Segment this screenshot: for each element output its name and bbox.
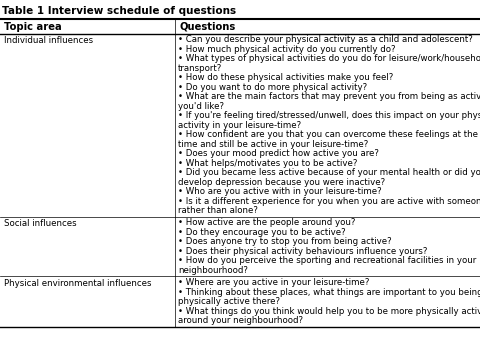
Text: • Is it a different experience for you when you are active with someone: • Is it a different experience for you w…	[178, 197, 480, 206]
Text: • Can you describe your physical activity as a child and adolescent?: • Can you describe your physical activit…	[178, 35, 473, 44]
Text: • Did you became less active because of your mental health or did you: • Did you became less active because of …	[178, 168, 480, 177]
Text: • How confident are you that you can overcome these feelings at the: • How confident are you that you can ove…	[178, 130, 478, 139]
Text: • If you're feeling tired/stressed/unwell, does this impact on your physical: • If you're feeling tired/stressed/unwel…	[178, 111, 480, 120]
Text: • Does their physical activity behaviours influence yours?: • Does their physical activity behaviour…	[178, 247, 428, 256]
Text: • Does anyone try to stop you from being active?: • Does anyone try to stop you from being…	[178, 238, 392, 246]
Text: • Thinking about these places, what things are important to you being: • Thinking about these places, what thin…	[178, 288, 480, 297]
Text: • How do you perceive the sporting and recreational facilities in your: • How do you perceive the sporting and r…	[178, 256, 476, 266]
Text: you'd like?: you'd like?	[178, 102, 224, 111]
Text: Topic area: Topic area	[4, 22, 61, 32]
Text: • How do these physical activities make you feel?: • How do these physical activities make …	[178, 73, 393, 82]
Text: Physical environmental influences: Physical environmental influences	[4, 279, 151, 287]
Text: • Do you want to do more physical activity?: • Do you want to do more physical activi…	[178, 83, 367, 92]
Text: • Who are you active with in your leisure-time?: • Who are you active with in your leisur…	[178, 187, 382, 196]
Text: neighbourhood?: neighbourhood?	[178, 266, 248, 275]
Text: transport?: transport?	[178, 64, 222, 73]
Text: Table 1 Interview schedule of questions: Table 1 Interview schedule of questions	[2, 6, 237, 16]
Text: time and still be active in your leisure-time?: time and still be active in your leisure…	[178, 140, 368, 149]
Text: develop depression because you were inactive?: develop depression because you were inac…	[178, 178, 385, 187]
Text: • What things do you think would help you to be more physically active: • What things do you think would help yo…	[178, 307, 480, 316]
Text: • What types of physical activities do you do for leisure/work/household/: • What types of physical activities do y…	[178, 55, 480, 63]
Text: rather than alone?: rather than alone?	[178, 206, 258, 215]
Text: • What helps/motivates you to be active?: • What helps/motivates you to be active?	[178, 159, 358, 168]
Text: • How active are the people around you?: • How active are the people around you?	[178, 218, 356, 228]
Text: • Where are you active in your leisure-time?: • Where are you active in your leisure-t…	[178, 278, 370, 287]
Text: • How much physical activity do you currently do?: • How much physical activity do you curr…	[178, 45, 396, 54]
Text: Questions: Questions	[179, 22, 235, 32]
Text: Social influences: Social influences	[4, 219, 76, 228]
Text: • Do they encourage you to be active?: • Do they encourage you to be active?	[178, 228, 346, 237]
Text: Individual influences: Individual influences	[4, 36, 93, 45]
Text: around your neighbourhood?: around your neighbourhood?	[178, 316, 303, 325]
Text: physically active there?: physically active there?	[178, 297, 280, 306]
Text: activity in your leisure-time?: activity in your leisure-time?	[178, 121, 301, 130]
Text: • Does your mood predict how active you are?: • Does your mood predict how active you …	[178, 149, 379, 158]
Text: • What are the main factors that may prevent you from being as active as: • What are the main factors that may pre…	[178, 92, 480, 101]
